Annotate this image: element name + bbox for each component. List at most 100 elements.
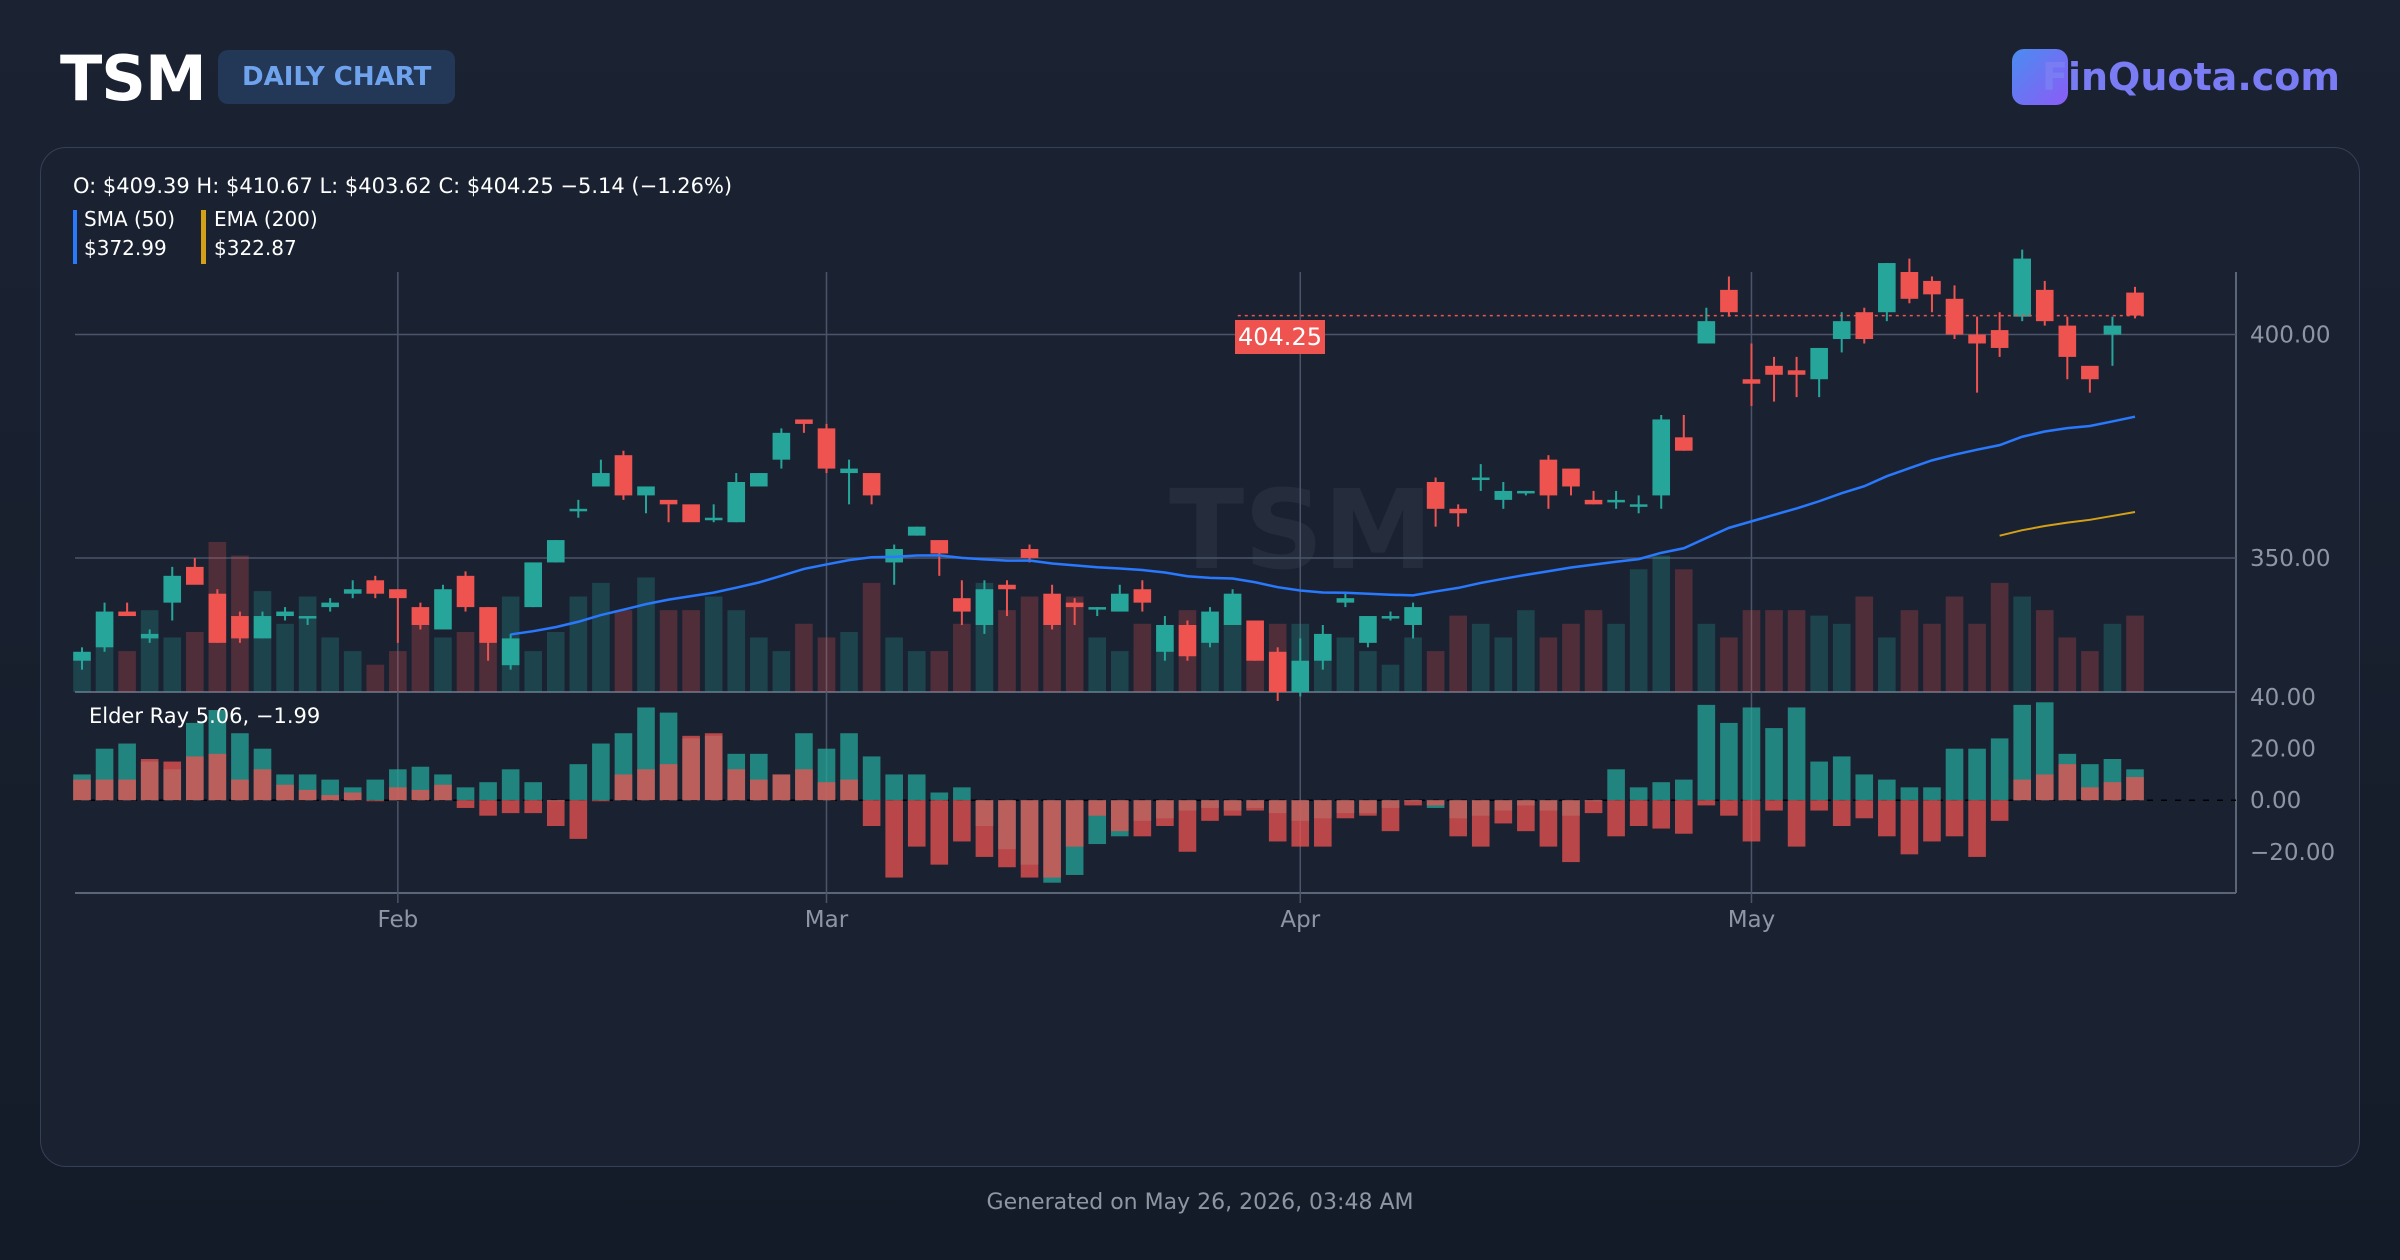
volume-bar [2013,596,2031,692]
candle-body [2103,325,2122,335]
volume-bar [1945,596,1964,692]
volume-bar [1043,623,1061,692]
bear-power-bar [1584,800,1603,814]
x-tick-label: Mar [805,907,849,933]
candle-body [1584,499,1603,505]
bull-power-bar [2013,704,2031,801]
elder-ray-label: Elder Ray 5.06, −1.99 [89,704,320,728]
candle-body [2126,292,2144,316]
bear-power-bar [1945,800,1964,837]
candle-body [1336,598,1355,603]
volume-bar [546,632,565,692]
volume-bar [411,623,430,692]
bear-power-bar [501,800,520,814]
bear-power-bar [1223,800,1242,816]
volume-bar [1065,596,1084,692]
bear-power-bar [95,779,114,801]
volume-bar [704,596,723,692]
candle-body [411,607,430,625]
volume-bar [1923,623,1941,692]
volume-bar [2103,623,2122,692]
elder-tick-label: −20.00 [2250,840,2335,866]
bear-power-bar [2103,782,2122,801]
candle-body [930,540,949,554]
candle-body [1629,504,1648,507]
last-price-tag [1235,320,1325,354]
candle-body [118,611,136,617]
candle-body [434,589,452,630]
bear-power-bar [1765,800,1783,811]
bear-power-bar [2081,787,2099,801]
ema-legend-swatch [201,210,206,264]
bear-power-bar [772,774,791,801]
candle-body [1923,280,1941,295]
timeframe-badge[interactable]: DAILY CHART [218,50,456,104]
bear-power-bar [817,782,836,801]
ema-legend-value: $322.87 [214,236,297,260]
bear-power-bar [998,800,1016,868]
candle-body [682,504,700,523]
bear-power-bar [1720,800,1738,816]
candle-series[interactable] [73,249,2144,701]
candle-body [1133,589,1152,603]
bear-power-bar [1156,800,1174,826]
bear-power-bar [1607,800,1625,837]
volume-bar [1832,623,1851,692]
candle-body [1381,616,1400,619]
bear-power-bar [795,769,813,801]
volume-bar [118,651,136,692]
bear-power-bar [637,769,655,801]
bull-power-bar [592,743,610,801]
candle-body [1178,624,1197,657]
candle-body [2035,289,2054,322]
candle-body [975,589,994,625]
bull-power-bar [1742,707,1761,801]
bear-power-bar [2058,764,2077,801]
elder-tick-label: 40.00 [2250,685,2316,711]
bull-power-bar [1900,787,1919,801]
candle-body [321,602,339,608]
bull-power-bar [1697,704,1716,801]
bear-power-bar [321,795,339,801]
candle-body [592,473,610,487]
chart-canvas[interactable]: TSM Feb Mar Apr May350.00400.0040.0020.000.… [41,148,2359,1166]
bear-power-bar [1088,800,1107,816]
candle-body [479,607,497,643]
candle-body [817,428,836,469]
elder-ray-series[interactable] [73,702,2144,883]
volume-bar [1133,623,1152,692]
volume-bar [456,632,475,692]
bear-power-bar [930,800,949,865]
bear-power-bar [885,800,903,878]
bear-power-bar [231,779,249,801]
bear-power-bar [1517,800,1535,832]
bull-power-bar [885,774,903,801]
volume-bar [998,610,1016,692]
bear-power-bar [1404,800,1422,806]
volume-bar [1110,651,1129,692]
bear-power-bar [411,789,430,801]
bear-power-bar [1832,800,1851,826]
volume-bar [2126,615,2144,692]
bear-power-bar [1065,800,1084,847]
candle-body [501,638,520,666]
elder-tick-label: 20.00 [2250,737,2316,763]
bull-power-bar [1607,769,1625,801]
brand-name[interactable]: FinQuota.com [2042,55,2340,99]
bear-power-bar [1471,800,1490,847]
bear-power-bar [2013,779,2031,801]
bull-power-bar [862,756,881,801]
bear-power-bar [1110,800,1129,832]
volume-bar [73,659,91,692]
candle-body [343,589,362,594]
candle-body [1968,334,1986,344]
sma-legend-value: $372.99 [84,236,167,260]
bear-power-bar [1043,800,1061,878]
bear-power-bar [253,769,272,801]
candle-body [998,584,1016,590]
bear-power-bar [389,787,407,801]
volume-bar [614,610,633,692]
bull-power-bar [1674,779,1693,801]
candle-body [1449,508,1467,514]
bear-power-bar [1674,800,1693,834]
